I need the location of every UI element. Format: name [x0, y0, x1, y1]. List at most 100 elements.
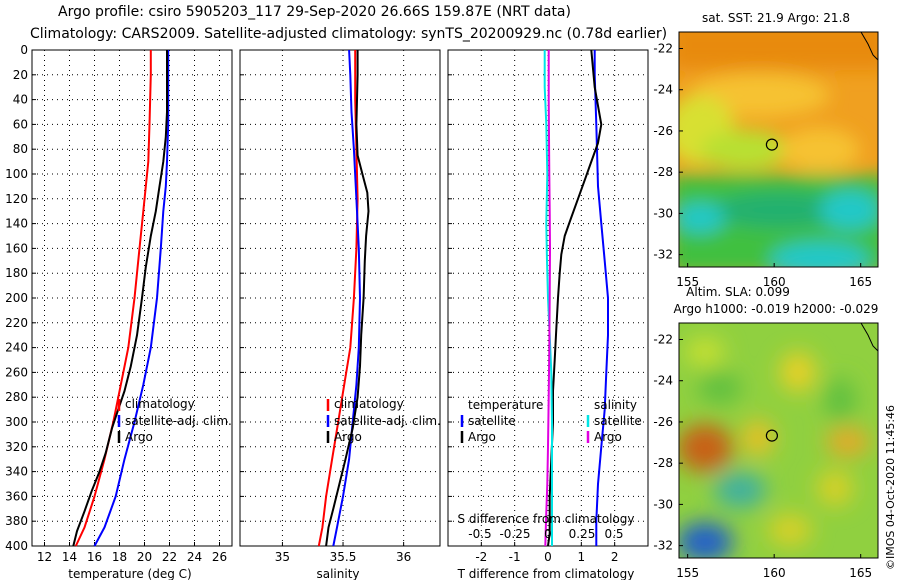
legend-title-temperature: temperature	[468, 398, 543, 412]
sla-map-frame	[678, 322, 879, 559]
x-tick-label: 2	[611, 550, 619, 564]
imos-timestamp: ©IMOS 04-Oct-2020 11:45:46	[884, 405, 897, 570]
series-line-satellite-adj-clim-	[93, 50, 170, 547]
x-tick-label: 18	[112, 550, 127, 564]
series-line-satellite-adj-clim-	[332, 49, 361, 547]
depth-tick-label: 340	[5, 465, 28, 479]
sla-blob	[679, 522, 733, 558]
depth-tick-label: 20	[13, 68, 28, 82]
x-tick-label: 16	[87, 550, 102, 564]
legend-label-climatology: climatology	[334, 397, 404, 411]
depth-tick-label: 380	[5, 514, 28, 528]
depth-tick-label: 140	[5, 217, 28, 231]
x-tick-label: -1	[509, 550, 521, 564]
salinity-grid	[240, 49, 440, 547]
sst-blob	[820, 190, 878, 230]
depth-tick-label: 100	[5, 167, 28, 181]
difference-x-axis: -2 -1 0 1 2	[475, 550, 618, 564]
s-difference-axis-label: S difference from climatology	[458, 512, 635, 526]
sla-blob	[768, 514, 812, 546]
series-line-s-satellite	[543, 50, 553, 546]
latitude-tick-label: -28	[653, 165, 673, 179]
latitude-tick-label: -32	[653, 248, 673, 262]
x-tick-label: 36	[396, 550, 411, 564]
salinity-panel: 35 35.5 36 salinity climatology satellite-…	[239, 49, 441, 580]
legend-label-argo: Argo	[125, 430, 153, 444]
sst-map-panel: sat. SST: 21.9 Argo: 21.8 155 160 165 -22 -2…	[653, 11, 879, 289]
legend-label-s-satellite: satellite	[594, 414, 642, 428]
series-line-argo	[72, 50, 168, 547]
s-tick-label: 0.5	[604, 527, 623, 541]
longitude-tick-label: 165	[849, 566, 872, 580]
depth-tick-label: 400	[5, 539, 28, 553]
depth-tick-label: 280	[5, 390, 28, 404]
sla-blob	[817, 470, 853, 506]
x-tick-label: 12	[37, 550, 52, 564]
sla-blob	[714, 472, 766, 508]
latitude-tick-label: -28	[653, 456, 673, 470]
difference-panel: -2 -1 0 1 2 T difference from climatology S …	[447, 49, 649, 580]
sst-warm-band	[679, 32, 878, 70]
salinity-x-axis: 35 35.5 36	[275, 550, 411, 564]
latitude-tick-label: -30	[653, 497, 673, 511]
depth-tick-label: 200	[5, 291, 28, 305]
legend-label-t-argo: Argo	[468, 430, 496, 444]
s-tick-label: 0	[544, 527, 552, 541]
longitude-tick-label: 160	[763, 566, 786, 580]
t-difference-x-label: T difference from climatology	[457, 567, 635, 580]
coastline	[860, 32, 878, 61]
latitude-tick-label: -32	[653, 539, 673, 553]
x-tick-label: 26	[212, 550, 227, 564]
sla-blob	[826, 428, 870, 456]
depth-tick-label: 320	[5, 440, 28, 454]
x-tick-label: 22	[162, 550, 177, 564]
depth-tick-label: 300	[5, 415, 28, 429]
depth-tick-label: 0	[20, 43, 28, 57]
sla-field	[679, 323, 878, 558]
salinity-legend: climatology satellite-adj. clim. Argo	[326, 397, 441, 444]
legend-title-salinity: salinity	[594, 398, 637, 412]
latitude-tick-label: -22	[653, 41, 673, 55]
sst-map-title: sat. SST: 21.9 Argo: 21.8	[702, 11, 850, 25]
latitude-tick-label: -26	[653, 124, 673, 138]
difference-series	[543, 49, 609, 547]
sla-blob	[685, 338, 725, 366]
sst-map-frame	[678, 31, 879, 268]
longitude-tick-label: 160	[763, 275, 786, 289]
salinity-series	[317, 49, 370, 547]
depth-tick-label: 240	[5, 341, 28, 355]
coastline	[860, 323, 878, 352]
latitude-tick-label: -24	[653, 83, 673, 97]
series-line-s-argo	[544, 50, 551, 547]
s-tick-label: -0.5	[468, 527, 491, 541]
x-tick-label: 0	[544, 550, 552, 564]
depth-tick-label: 40	[13, 93, 28, 107]
sst-blob	[679, 203, 725, 233]
x-tick-label: 35.5	[330, 550, 357, 564]
legend-label-argo: Argo	[334, 430, 362, 444]
temperature-x-label: temperature (deg C)	[68, 567, 191, 580]
depth-tick-label: 220	[5, 316, 28, 330]
x-tick-label: 1	[578, 550, 586, 564]
sla-blob	[742, 420, 774, 456]
sla-map-title: Altim. SLA: 0.099	[686, 285, 790, 299]
sst-blob	[770, 242, 870, 267]
x-tick-label: 14	[62, 550, 77, 564]
depth-axis: 0 20 40 60 80 100 120 140 160 180 200 220 240 260 280 3…	[5, 43, 28, 553]
latitude-tick-label: -30	[653, 206, 673, 220]
depth-tick-label: 80	[13, 142, 28, 156]
temperature-grid	[32, 49, 232, 547]
s-tick-label: -0.25	[499, 527, 530, 541]
sla-map-axes: 155 160 165 -22 -24 -26 -28 -30 -32	[653, 332, 872, 580]
sla-map-subtitle: Argo h1000: -0.019 h2000: -0.029	[674, 302, 879, 316]
sst-blob	[780, 128, 860, 172]
temperature-series	[72, 50, 170, 547]
sla-blob	[698, 372, 742, 404]
figure-title-line1: Argo profile: csiro 5905203_117 29-Sep-2…	[58, 4, 571, 20]
sst-blob	[710, 192, 850, 228]
x-tick-label: 35	[275, 550, 290, 564]
argo-location-marker	[765, 138, 779, 151]
longitude-tick-label: 155	[676, 566, 699, 580]
temperature-panel: 0 20 40 60 80 100 120 140 160 180 200 220 240 260 280 3…	[5, 43, 233, 580]
